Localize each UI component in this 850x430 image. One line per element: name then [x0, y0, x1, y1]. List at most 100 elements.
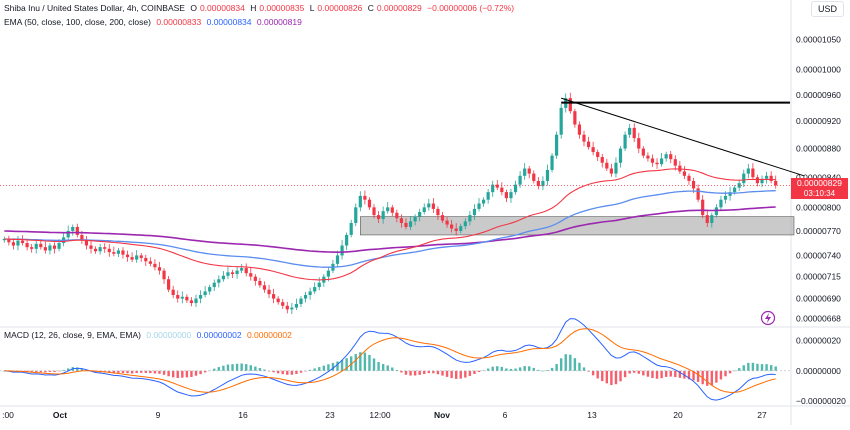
macd-value: 0.00000002	[196, 330, 242, 340]
candle-body	[660, 158, 664, 165]
candle-body	[281, 302, 285, 306]
candle-body	[436, 208, 440, 216]
candle-body	[103, 247, 107, 249]
candle-body	[240, 268, 244, 271]
macd-hist-bar	[678, 370, 682, 378]
macd-hist-bar	[651, 370, 654, 378]
ema100-value: 0.00000834	[206, 17, 252, 27]
macd-hist-bar	[578, 362, 581, 371]
candle-body	[723, 195, 728, 200]
candle-body	[486, 192, 490, 200]
macd-hist-bar	[413, 370, 417, 376]
candle-body	[728, 192, 732, 196]
candle-body	[11, 242, 16, 246]
candle-body	[586, 141, 591, 148]
candle-body	[125, 254, 130, 258]
candle-body	[308, 291, 312, 296]
candle-body	[609, 168, 613, 174]
macd-hist-bar	[715, 370, 718, 383]
macd-hist-bar	[203, 370, 207, 373]
time-tick-label: 13	[587, 410, 597, 420]
macd-hist-bar	[153, 370, 157, 374]
candle-body	[577, 124, 582, 135]
macd-hist-bar	[418, 370, 421, 375]
candle-body	[764, 175, 769, 179]
candle-body	[107, 248, 111, 253]
change-value: −0.00000006 (−0.72%)	[427, 3, 515, 13]
candle-body	[244, 268, 248, 274]
macd-hist-bar	[331, 362, 335, 371]
macd-hist-bar	[404, 370, 408, 375]
high-label: H	[250, 3, 257, 13]
candle-body	[518, 175, 522, 185]
macd-hist-bar	[550, 367, 554, 371]
candle-body	[130, 257, 134, 260]
candle-body	[153, 263, 157, 268]
macd-hist-bar	[400, 370, 403, 373]
candle-body	[737, 183, 741, 188]
ema-legend[interactable]: EMA (50, close, 100, close, 200, close) …	[4, 17, 305, 27]
candle-body	[148, 261, 152, 264]
candle-body	[463, 221, 467, 227]
macd-hist-bar	[62, 369, 65, 371]
macd-hist-bar	[614, 370, 618, 385]
candle-body	[568, 98, 572, 112]
candle-body	[445, 220, 449, 225]
macd-hist-bar	[514, 368, 517, 371]
macd-hist-bar	[573, 358, 577, 371]
macd-hist-bar	[162, 370, 166, 375]
macd-hist-bar	[769, 365, 773, 371]
candle-body	[276, 298, 280, 303]
open-value: 0.00000834	[199, 3, 245, 13]
macd-hist-bar	[249, 365, 252, 371]
lightning-icon-bolt	[765, 313, 771, 323]
candle-body	[135, 255, 139, 260]
price-tick-label: 0.00000800	[796, 202, 841, 212]
candle-body	[180, 296, 184, 299]
candle-body	[582, 134, 586, 142]
candle-body	[427, 203, 431, 208]
lightning-icon[interactable]	[760, 310, 776, 326]
macd-hist-bar	[144, 370, 147, 373]
macd-hist-bar	[66, 368, 70, 371]
macd-hist-bar	[171, 370, 175, 378]
macd-hist-bar	[646, 370, 650, 377]
triangle-resistance-line	[561, 97, 805, 177]
time-tick-label: 23	[325, 410, 335, 420]
candle-body	[57, 243, 61, 249]
macd-hist-bar	[290, 370, 294, 375]
currency-button[interactable]: USD	[810, 1, 844, 17]
macd-tick-label: 0.00000000	[796, 366, 841, 376]
ema50-value: 0.00000833	[156, 17, 202, 27]
candle-body	[628, 127, 632, 135]
macd-hist-bar	[564, 354, 567, 371]
macd-hist-bar	[459, 370, 462, 379]
macd-hist-bar	[345, 358, 348, 371]
candle-body	[550, 155, 554, 170]
macd-hist-bar	[441, 370, 444, 376]
candle-body	[536, 180, 540, 187]
macd-hist-bar	[445, 370, 449, 377]
macd-hist-bar	[427, 370, 430, 374]
macd-hist-bar	[477, 370, 481, 373]
candle-body	[345, 234, 349, 246]
macd-hist-bar	[322, 365, 326, 371]
macd-hist-bar	[454, 370, 458, 379]
macd-hist-bar	[491, 366, 494, 371]
macd-hist-bar	[140, 370, 143, 373]
macd-hist-bar	[57, 370, 61, 372]
lightning-icon-ring	[760, 310, 776, 326]
macd-hist-bar	[176, 370, 179, 378]
macd-hist-bar	[281, 370, 284, 375]
candle-body	[422, 207, 426, 212]
candle-body	[89, 245, 93, 249]
high-value: 0.00000835	[259, 3, 305, 13]
open-label: O	[190, 3, 197, 13]
candle-body	[171, 289, 175, 296]
price-tick-label: 0.00000715	[796, 272, 841, 282]
candle-body	[477, 203, 481, 209]
macd-legend[interactable]: MACD (12, 26, close, 9, EMA, EMA) 0.0000…	[4, 330, 295, 340]
candle-body	[541, 180, 545, 187]
macd-hist-bar	[774, 366, 777, 371]
